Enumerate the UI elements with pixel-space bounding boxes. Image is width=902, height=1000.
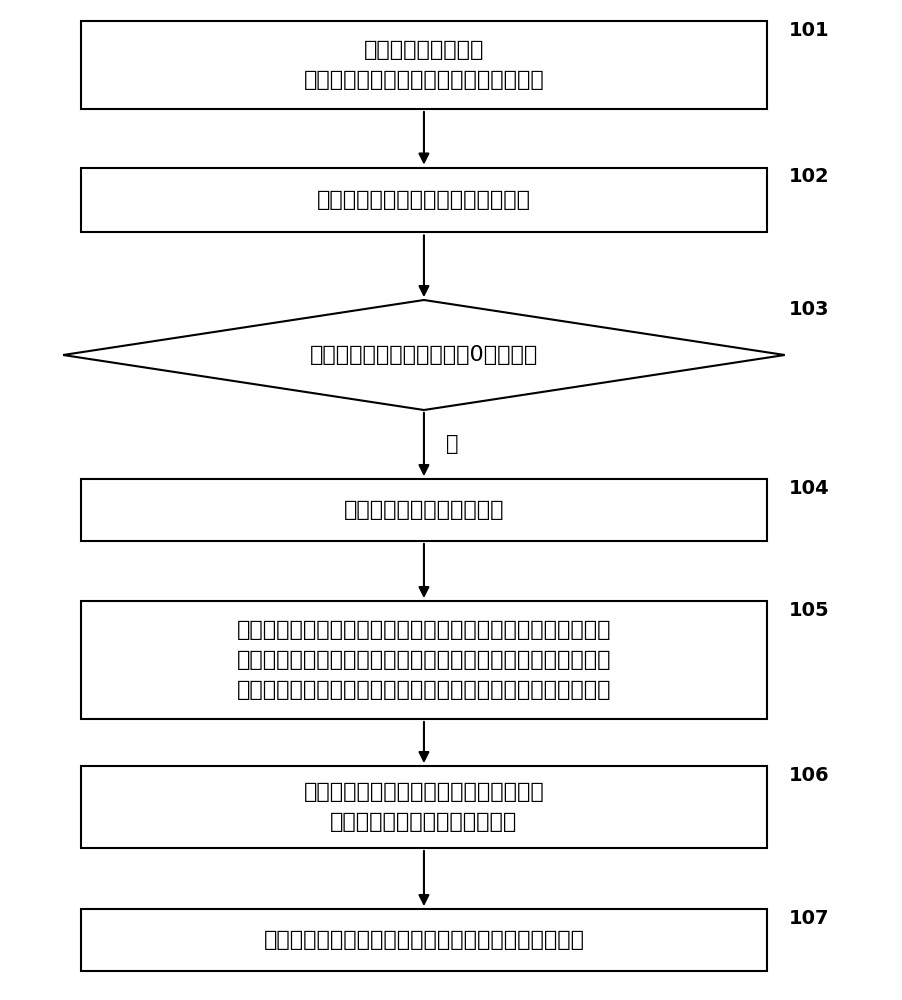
Text: 101: 101 [789,21,830,40]
Text: 根据一级台阶的预测行走时长和起始时刻，确定用户到达下一级
台阶面时的预测到达时刻；一级台阶的预测行走时长是根据当前
行走模式下的用户的历史行走速度和一级台阶的高: 根据一级台阶的预测行走时长和起始时刻，确定用户到达下一级 台阶面时的预测到达时刻… [236,620,612,700]
FancyBboxPatch shape [81,479,767,541]
Text: 根据预测到达时刻，确定当前提醒时刻；
当前提醒时刻早于预测到达时刻: 根据预测到达时刻，确定当前提醒时刻； 当前提醒时刻早于预测到达时刻 [304,782,544,832]
Text: 105: 105 [789,601,830,620]
Text: 103: 103 [789,300,830,319]
Text: 获得当前行走模式；
当前行走模式包括：上楼模式或下楼模式: 获得当前行走模式； 当前行走模式包括：上楼模式或下楼模式 [304,40,544,90]
Text: 102: 102 [789,167,830,186]
Polygon shape [63,300,785,410]
FancyBboxPatch shape [81,909,767,971]
Text: 当到达当前提醒时刻时，触发提醒装置对用户进行提醒: 当到达当前提醒时刻时，触发提醒装置对用户进行提醒 [263,930,584,950]
Text: 是: 是 [446,434,459,454]
Text: 104: 104 [789,479,830,498]
FancyBboxPatch shape [81,601,767,719]
Text: 判断竖直方向加速度是否从0开始变化: 判断竖直方向加速度是否从0开始变化 [309,345,538,365]
Text: 将当前时刻设置为起始时刻: 将当前时刻设置为起始时刻 [344,500,504,520]
Text: 106: 106 [789,766,830,785]
FancyBboxPatch shape [81,766,767,848]
Text: 107: 107 [789,909,830,928]
FancyBboxPatch shape [81,167,767,232]
Text: 实时获取用户的竖直方向加速度信息: 实时获取用户的竖直方向加速度信息 [317,190,531,210]
FancyBboxPatch shape [81,21,767,109]
